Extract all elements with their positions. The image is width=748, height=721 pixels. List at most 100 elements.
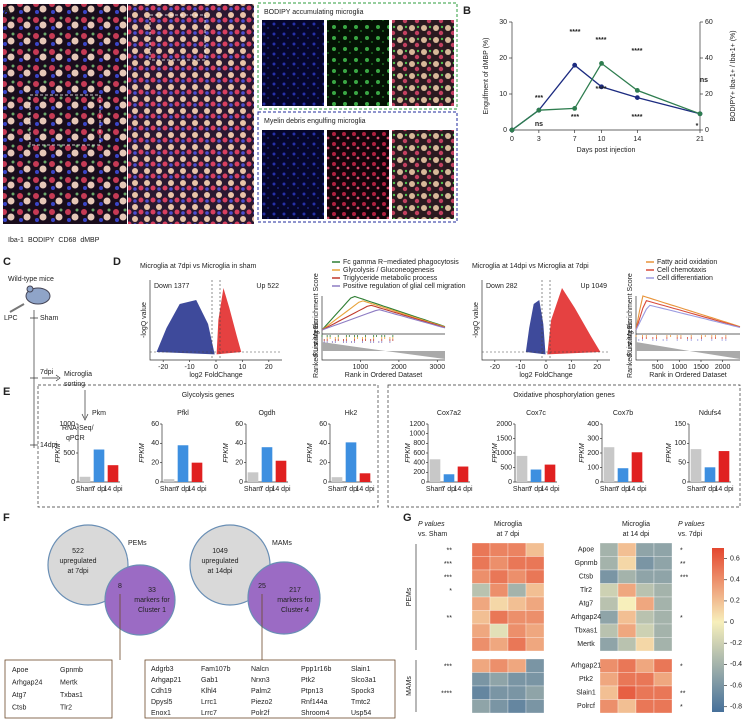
annotation: * xyxy=(696,123,699,130)
bar xyxy=(191,462,203,482)
x-tick-label: -10 xyxy=(185,364,195,371)
gene-name: Ptpn13 xyxy=(301,688,323,695)
heatmap-cell xyxy=(635,699,655,714)
gene-name: Slain1 xyxy=(351,666,371,673)
set-label: upregulated xyxy=(202,558,239,565)
heatmap-cell xyxy=(635,596,655,611)
y-tick-label: 40 xyxy=(319,440,327,447)
x-tick-label: Sham xyxy=(328,486,346,493)
y-tick-label: 0 xyxy=(421,479,425,486)
y-tick-label: 20 xyxy=(319,460,327,467)
gene-name: Gab1 xyxy=(201,677,218,684)
heatmap-cell xyxy=(653,623,673,638)
gene-name: Atg7 xyxy=(12,692,27,699)
x-axis-label: log2 FoldChange xyxy=(519,372,572,379)
x-tick-label: 14 dpi xyxy=(271,486,291,493)
y-tick-label: 0 xyxy=(71,479,75,486)
heatmap-cell xyxy=(507,556,527,571)
heatmap-cell xyxy=(525,583,545,598)
axis xyxy=(511,22,701,131)
p-value: *** xyxy=(444,664,452,671)
y-axis-label: -logQ value xyxy=(141,302,148,338)
x-axis-label: log2 FoldChange xyxy=(189,372,242,379)
chart-title: Cox7b xyxy=(613,410,633,417)
bar xyxy=(79,476,91,482)
bar xyxy=(331,477,343,482)
gene-name: Cdh19 xyxy=(151,688,172,695)
heatmap-cell xyxy=(653,542,673,557)
gene-name: Arhgap24 xyxy=(12,679,42,686)
heatmap-cell xyxy=(489,699,509,714)
chart-title: Pkm xyxy=(92,410,106,417)
gene-name: Apoe xyxy=(12,667,28,674)
x-tick-label: 1000 xyxy=(353,364,369,371)
bar xyxy=(429,459,441,482)
heatmap-cell xyxy=(507,569,527,584)
heatmap-cell xyxy=(525,569,545,584)
x-tick-label: -10 xyxy=(515,364,525,371)
axis xyxy=(635,296,740,361)
count-label: Down 282 xyxy=(486,283,518,290)
p-value: ** xyxy=(447,548,453,555)
bar xyxy=(544,464,556,482)
micrograph xyxy=(262,20,324,106)
chart-title: Pfkl xyxy=(177,410,189,417)
bar xyxy=(631,452,643,482)
label: LPC xyxy=(4,315,18,322)
y-tick-label: 0 xyxy=(595,479,599,486)
bar xyxy=(530,469,542,482)
count-label: Up 522 xyxy=(256,283,279,290)
p-header: P values xyxy=(418,521,445,528)
bar xyxy=(345,442,357,482)
heatmap-cell xyxy=(525,637,545,652)
heatmap-cell xyxy=(599,699,619,714)
inset-frame xyxy=(257,111,458,223)
heatmap-cell xyxy=(507,699,527,714)
count-label: Down 1377 xyxy=(154,283,190,290)
set-name: MAMs xyxy=(272,540,292,547)
gene-name: Ptk2 xyxy=(301,677,315,684)
point xyxy=(536,107,542,113)
gene-name: Enox1 xyxy=(151,710,171,717)
heatmap-cell xyxy=(471,542,491,557)
x-tick-label: 3 xyxy=(537,136,541,143)
heatmap-cell xyxy=(599,672,619,687)
y-tick-label: 200 xyxy=(587,450,599,457)
y-tick-label: 60 xyxy=(235,421,243,428)
heatmap-cell xyxy=(489,658,509,673)
panel-label: A xyxy=(3,5,11,17)
annotation: *** xyxy=(571,114,579,121)
heatmap-cell xyxy=(471,637,491,652)
x-axis-label: Days post injection xyxy=(577,147,636,154)
point-cloud xyxy=(547,288,601,355)
row-label: Gpnmb xyxy=(575,560,598,567)
x-tick-label: 2000 xyxy=(715,364,731,371)
p-value: * xyxy=(680,664,683,671)
y-tick-label: 600 xyxy=(413,450,425,457)
heatmap-cell xyxy=(653,637,673,652)
set-label: upregulated xyxy=(60,558,97,565)
set-label: 33 xyxy=(148,587,156,594)
y-tick-label: 100 xyxy=(674,440,686,447)
x-tick-label: 0 xyxy=(214,364,218,371)
heatmap-cell xyxy=(489,685,509,700)
y-tick-label: 0 xyxy=(508,479,512,486)
point xyxy=(572,106,578,111)
set-label: 217 xyxy=(289,587,301,594)
heatmap-cell xyxy=(599,685,619,700)
x-tick-label: 7 dpi xyxy=(343,486,359,493)
colorbar-label: 0.4 xyxy=(730,577,740,584)
chart-title: Cox7a2 xyxy=(437,410,461,417)
heatmap-cell xyxy=(653,658,673,673)
x-tick-label: Sham xyxy=(160,486,178,493)
y-axis-label: FPKM xyxy=(579,443,586,463)
x-tick-label: 7 dpi xyxy=(441,486,457,493)
gene-name: Spock3 xyxy=(351,688,374,695)
y-tick-label: 10 xyxy=(499,91,507,98)
y-axis-label: Engulfment of dMBP (%) xyxy=(483,38,490,115)
heatmap-cell xyxy=(507,596,527,611)
chart-title: Hk2 xyxy=(345,410,358,417)
x-tick-label: 7 dpi xyxy=(175,486,191,493)
heatmap-cell xyxy=(489,672,509,687)
heatmap-cell xyxy=(507,658,527,673)
